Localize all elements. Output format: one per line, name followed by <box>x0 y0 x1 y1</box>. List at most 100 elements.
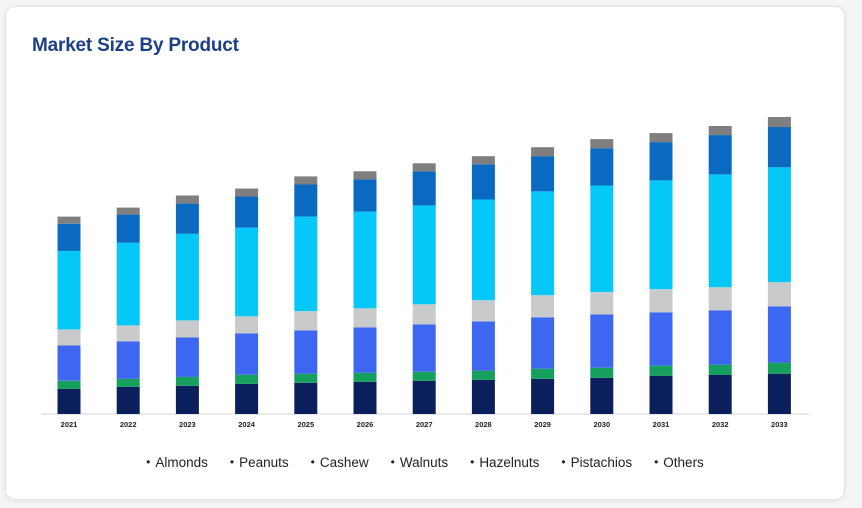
bar-cashew-2033 <box>767 306 791 363</box>
bar-peanuts-2032 <box>708 364 732 375</box>
legend-bullet-icon: • <box>561 455 566 469</box>
chart-card: Market Size By Product 2021 2022 2023 2024 2… <box>5 6 845 500</box>
x-tick-label: 2023 <box>179 420 196 429</box>
x-tick-label: 2021 <box>61 420 78 429</box>
bar-peanuts-2021 <box>57 380 81 389</box>
bar-walnuts-2025 <box>294 311 318 331</box>
bar-hazelnuts-2031 <box>649 180 673 290</box>
legend-bullet-icon: • <box>654 455 659 469</box>
bar-others-2024 <box>235 188 259 197</box>
bar-walnuts-2026 <box>353 308 377 328</box>
legend-label: Peanuts <box>239 454 289 470</box>
legend-bullet-icon: • <box>470 455 475 469</box>
bar-pistachios-2031 <box>649 142 673 181</box>
bar-walnuts-2021 <box>57 329 81 346</box>
chart-title: Market Size By Product <box>32 35 239 56</box>
bar-pistachios-2025 <box>294 184 318 217</box>
bar-hazelnuts-2024 <box>235 227 259 317</box>
legend-label: Pistachios <box>570 454 633 470</box>
bar-pistachios-2032 <box>708 135 732 175</box>
bar-hazelnuts-2029 <box>531 191 555 296</box>
bars-group <box>57 117 791 414</box>
bar-peanuts-2022 <box>116 378 140 387</box>
bar-almonds-2026 <box>353 381 377 414</box>
legend-item-others: • Others <box>654 455 704 470</box>
bar-peanuts-2026 <box>353 372 377 382</box>
bar-others-2021 <box>57 216 81 224</box>
bar-others-2027 <box>412 163 436 172</box>
bar-pistachios-2023 <box>175 203 199 234</box>
bar-almonds-2022 <box>116 386 140 414</box>
bar-peanuts-2033 <box>767 362 791 374</box>
bar-others-2031 <box>649 133 673 143</box>
bar-hazelnuts-2028 <box>471 199 495 301</box>
bar-walnuts-2027 <box>412 304 436 325</box>
bar-others-2029 <box>531 147 555 157</box>
legend-label: Cashew <box>319 454 369 470</box>
x-tick-label: 2027 <box>416 420 433 429</box>
bar-cashew-2025 <box>294 330 318 374</box>
bar-almonds-2025 <box>294 382 318 414</box>
bar-others-2022 <box>116 207 140 215</box>
bar-pistachios-2027 <box>412 171 436 206</box>
bar-cashew-2029 <box>531 317 555 369</box>
bar-hazelnuts-2022 <box>116 242 140 326</box>
bar-almonds-2023 <box>175 385 199 414</box>
bar-hazelnuts-2026 <box>353 211 377 309</box>
bar-cashew-2022 <box>116 341 140 379</box>
bar-hazelnuts-2027 <box>412 205 436 305</box>
x-tick-label: 2030 <box>593 420 610 429</box>
bar-others-2030 <box>590 139 614 149</box>
legend-label: Almonds <box>155 454 208 470</box>
bar-walnuts-2030 <box>590 292 614 315</box>
bar-walnuts-2022 <box>116 325 140 342</box>
bar-hazelnuts-2030 <box>590 185 614 293</box>
x-tick-label: 2033 <box>771 420 788 429</box>
bar-pistachios-2028 <box>471 164 495 200</box>
bar-others-2025 <box>294 176 318 185</box>
bar-peanuts-2023 <box>175 376 199 386</box>
bar-walnuts-2028 <box>471 300 495 322</box>
x-tick-label: 2026 <box>357 420 374 429</box>
bar-peanuts-2024 <box>235 374 259 384</box>
bar-pistachios-2030 <box>590 148 614 186</box>
legend-label: Others <box>663 454 704 470</box>
bar-cashew-2027 <box>412 324 436 372</box>
bar-almonds-2033 <box>767 373 791 414</box>
bar-peanuts-2027 <box>412 371 436 381</box>
legend-bullet-icon: • <box>229 455 235 469</box>
legend-item-cashew: • Cashew <box>311 455 369 470</box>
bar-peanuts-2030 <box>590 367 614 378</box>
bar-hazelnuts-2023 <box>175 233 199 321</box>
bar-pistachios-2033 <box>767 127 791 168</box>
legend-item-almonds: • Almonds <box>146 455 208 470</box>
bar-peanuts-2025 <box>294 373 318 383</box>
bar-cashew-2028 <box>471 321 495 371</box>
bar-almonds-2027 <box>412 380 436 414</box>
bar-walnuts-2024 <box>235 316 259 334</box>
bar-cashew-2021 <box>57 345 81 381</box>
bar-almonds-2024 <box>235 383 259 414</box>
bar-others-2032 <box>708 126 732 136</box>
bar-hazelnuts-2033 <box>767 167 791 283</box>
x-tick-label: 2031 <box>653 420 670 429</box>
bar-cashew-2023 <box>175 337 199 377</box>
legend-item-pistachios: • Pistachios <box>561 455 632 470</box>
bar-almonds-2030 <box>590 377 614 414</box>
bar-pistachios-2026 <box>353 179 377 212</box>
bar-walnuts-2033 <box>767 282 791 307</box>
legend-bullet-icon: • <box>390 455 395 469</box>
bar-cashew-2026 <box>353 327 377 373</box>
bar-cashew-2024 <box>235 333 259 375</box>
bar-pistachios-2024 <box>235 196 259 228</box>
bar-pistachios-2029 <box>531 156 555 192</box>
bar-almonds-2029 <box>531 378 555 414</box>
x-tick-label: 2024 <box>238 420 256 429</box>
legend-label: Hazelnuts <box>479 454 540 470</box>
bar-pistachios-2022 <box>116 214 140 243</box>
x-tick-label: 2028 <box>475 420 492 429</box>
legend-item-peanuts: • Peanuts <box>230 455 289 470</box>
bar-others-2023 <box>175 195 199 204</box>
legend-bullet-icon: • <box>146 455 151 469</box>
legend-bullet-icon: • <box>310 455 315 469</box>
